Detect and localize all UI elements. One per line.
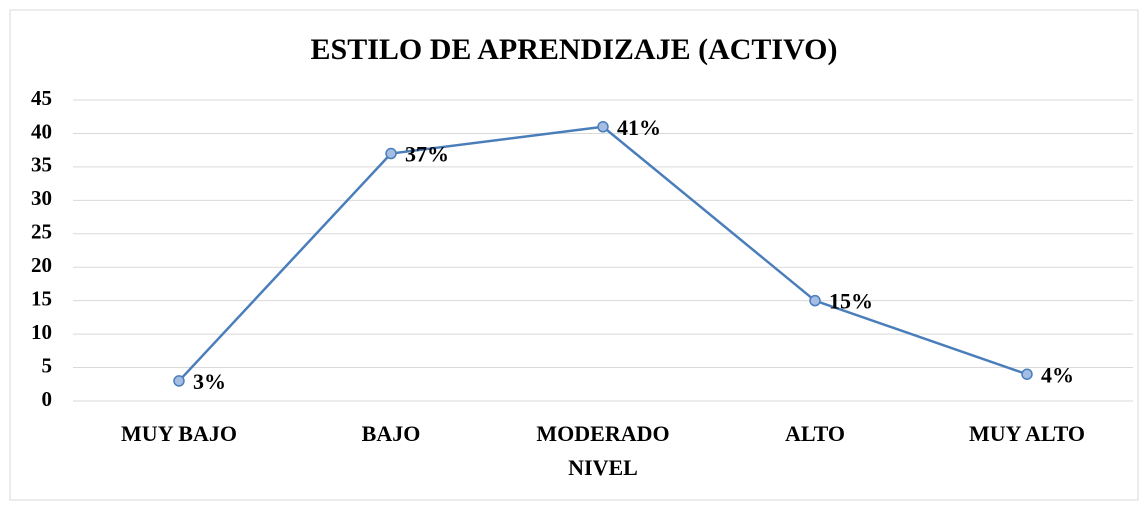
x-axis-label: NIVEL bbox=[568, 455, 638, 480]
y-tick-label: 45 bbox=[31, 86, 52, 110]
data-label: 41% bbox=[617, 115, 661, 140]
y-tick-label: 0 bbox=[42, 387, 53, 411]
data-label: 37% bbox=[405, 142, 449, 167]
y-tick-label: 35 bbox=[31, 153, 52, 177]
y-tick-label: 5 bbox=[42, 353, 53, 377]
y-tick-label: 40 bbox=[31, 119, 52, 143]
chart-border bbox=[9, 9, 1139, 501]
x-tick-label: MODERADO bbox=[536, 421, 669, 446]
data-point bbox=[1021, 368, 1033, 380]
data-point bbox=[385, 147, 397, 160]
chart-title: ESTILO DE APRENDIZAJE (ACTIVO) bbox=[311, 33, 838, 66]
x-tick-label: ALTO bbox=[785, 421, 845, 446]
data-point bbox=[809, 294, 821, 307]
y-tick-label: 25 bbox=[31, 220, 52, 244]
data-point bbox=[173, 375, 185, 387]
data-label: 4% bbox=[1041, 362, 1074, 387]
y-tick-label: 10 bbox=[31, 320, 52, 344]
data-point bbox=[597, 121, 609, 133]
data-label: 3% bbox=[193, 369, 226, 394]
data-label: 15% bbox=[829, 289, 873, 314]
y-tick-label: 20 bbox=[31, 253, 52, 277]
y-tick-label: 30 bbox=[31, 186, 52, 210]
x-tick-label: MUY ALTO bbox=[969, 421, 1085, 446]
x-tick-label: MUY BAJO bbox=[121, 421, 237, 446]
y-tick-label: 15 bbox=[31, 286, 52, 310]
x-tick-label: BAJO bbox=[362, 421, 421, 446]
